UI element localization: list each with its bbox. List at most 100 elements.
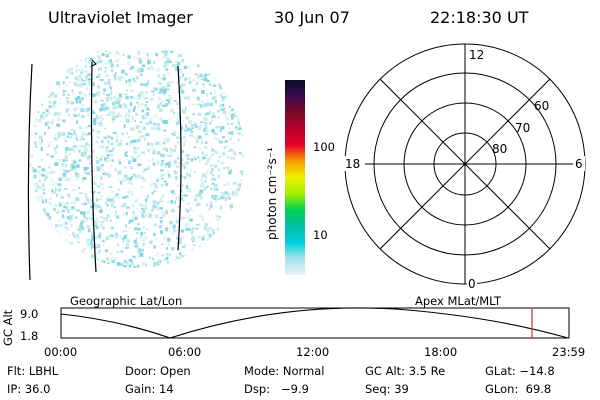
emission-pixel — [197, 99, 200, 102]
emission-pixel — [34, 54, 38, 57]
emission-pixel — [111, 159, 114, 162]
emission-pixel — [25, 177, 27, 180]
emission-pixel — [96, 257, 99, 260]
emission-pixel — [53, 94, 58, 98]
emission-pixel — [245, 128, 248, 131]
emission-pixel — [204, 125, 208, 129]
emission-pixel — [201, 237, 205, 241]
emission-pixel — [248, 202, 251, 205]
emission-pixel — [85, 217, 88, 220]
emission-pixel — [136, 155, 139, 158]
emission-pixel — [71, 257, 75, 260]
emission-pixel — [234, 128, 237, 131]
emission-pixel — [45, 113, 49, 117]
emission-pixel — [137, 202, 140, 206]
emission-pixel — [147, 148, 150, 153]
emission-pixel — [153, 245, 156, 249]
emission-pixel — [156, 177, 158, 180]
emission-pixel — [196, 223, 200, 226]
emission-pixel — [46, 153, 49, 156]
emission-pixel — [203, 227, 206, 231]
emission-pixel — [104, 201, 107, 205]
emission-pixel — [227, 266, 230, 268]
emission-pixel — [133, 210, 135, 213]
emission-pixel — [55, 67, 57, 70]
emission-pixel — [162, 161, 166, 165]
emission-pixel — [243, 63, 245, 66]
emission-pixel — [34, 125, 37, 128]
emission-pixel — [34, 203, 38, 207]
emission-pixel — [211, 58, 214, 63]
emission-pixel — [156, 151, 161, 155]
emission-pixel — [247, 237, 249, 240]
emission-pixel — [199, 245, 202, 249]
emission-pixel — [114, 168, 117, 171]
emission-pixel — [128, 177, 132, 181]
emission-pixel — [106, 203, 109, 207]
emission-pixel — [240, 225, 242, 229]
emission-pixel — [42, 80, 47, 83]
emission-pixel — [248, 108, 252, 110]
emission-pixel — [166, 82, 169, 85]
emission-pixel — [80, 250, 85, 254]
emission-pixel — [228, 110, 231, 114]
emission-pixel — [38, 270, 41, 273]
emission-pixel — [74, 97, 78, 100]
emission-pixel — [128, 83, 132, 87]
emission-pixel — [227, 239, 229, 243]
emission-pixel — [37, 171, 41, 176]
emission-pixel — [204, 162, 208, 166]
emission-pixel — [159, 108, 163, 112]
emission-pixel — [106, 63, 111, 65]
emission-pixel — [156, 160, 159, 163]
emission-pixel — [212, 112, 215, 117]
emission-pixel — [190, 271, 192, 275]
emission-pixel — [216, 275, 220, 279]
emission-pixel — [192, 155, 197, 159]
emission-pixel — [90, 242, 93, 246]
emission-pixel — [80, 103, 85, 106]
emission-pixel — [50, 168, 53, 171]
emission-pixel — [190, 208, 194, 212]
emission-pixel — [62, 173, 67, 177]
emission-pixel — [88, 217, 91, 220]
emission-pixel — [167, 136, 169, 141]
emission-pixel — [167, 237, 171, 242]
emission-pixel — [161, 154, 165, 158]
emission-pixel — [149, 120, 153, 125]
emission-pixel — [214, 99, 217, 104]
emission-pixel — [247, 90, 251, 92]
emission-pixel — [77, 114, 80, 117]
emission-pixel — [169, 159, 173, 163]
emission-pixel — [227, 122, 229, 125]
emission-pixel — [96, 130, 101, 133]
emission-pixel — [125, 73, 128, 76]
emission-pixel — [69, 67, 73, 71]
emission-pixel — [48, 105, 52, 109]
emission-pixel — [58, 219, 61, 222]
emission-pixel — [166, 253, 169, 256]
emission-pixel — [103, 88, 106, 92]
emission-pixel — [125, 96, 129, 100]
emission-pixel — [25, 67, 28, 71]
emission-pixel — [252, 77, 256, 79]
emission-pixel — [140, 231, 143, 236]
emission-pixel — [108, 112, 112, 116]
app-title: Ultraviolet Imager — [48, 8, 193, 27]
emission-pixel — [90, 199, 93, 203]
emission-pixel — [54, 203, 58, 207]
emission-pixel — [197, 259, 201, 262]
colorbar-unit-label: photon cm⁻²s⁻¹ — [265, 147, 279, 240]
emission-pixel — [83, 145, 85, 148]
emission-pixel — [207, 264, 210, 267]
emission-pixel — [66, 170, 70, 172]
emission-pixel — [145, 115, 148, 119]
emission-pixel — [175, 196, 179, 200]
emission-pixel — [134, 227, 138, 231]
emission-pixel — [138, 69, 142, 74]
emission-pixel — [214, 68, 218, 71]
emission-pixel — [65, 202, 69, 205]
emission-pixel — [210, 187, 213, 190]
emission-pixel — [143, 207, 148, 211]
emission-pixel — [155, 237, 158, 241]
